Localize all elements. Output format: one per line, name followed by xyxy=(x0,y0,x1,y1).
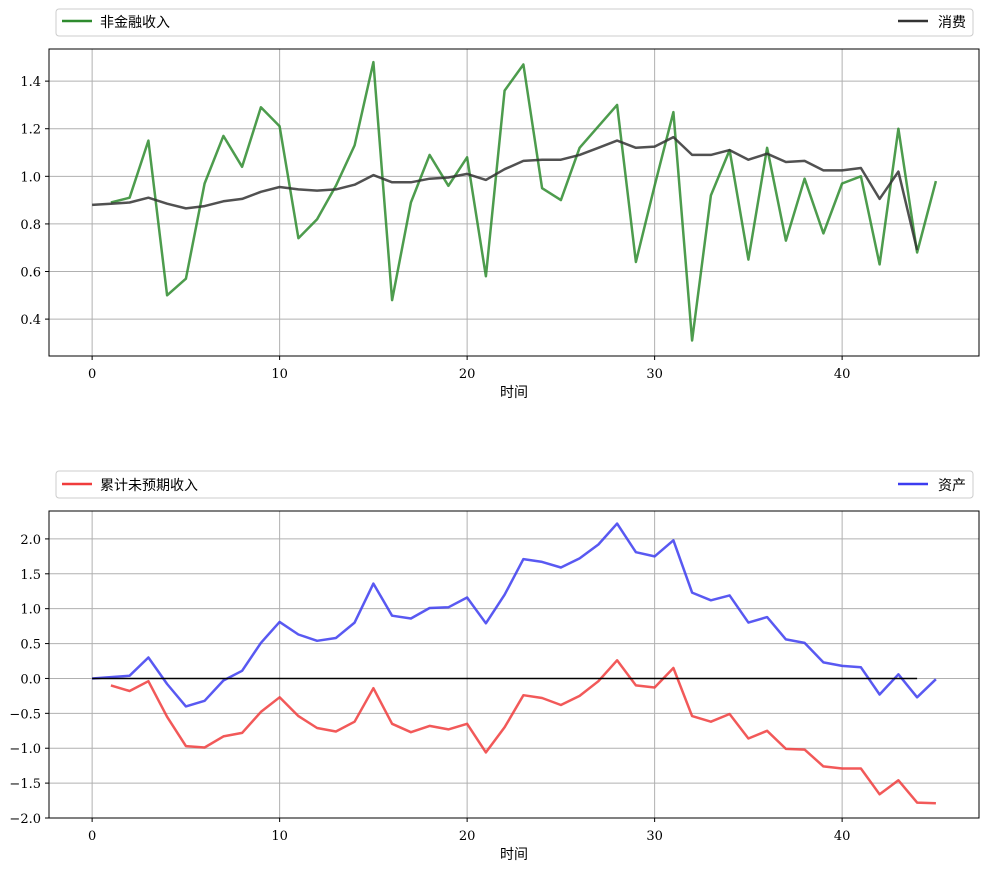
bottom-ytick-label: −1.5 xyxy=(9,777,41,792)
top-ytick-label: 1.2 xyxy=(20,123,41,138)
bottom-xlabel: 时间 xyxy=(500,847,528,863)
bottom-series-line-1 xyxy=(92,522,937,708)
top-xtick-label: 40 xyxy=(834,367,851,382)
bottom-ytick-label: 1.0 xyxy=(20,603,41,618)
bottom-subplot: 0 10 20 30 40 −2.0 −1.5 −1.0 −0.5 0.0 0.5 1.0 1.5 2.0… xyxy=(9,470,980,863)
bottom-xtick-label: 30 xyxy=(646,829,663,844)
bottom-ytick-label: 1.5 xyxy=(20,568,41,583)
top-ticks: 0 10 20 30 40 0.4 0.6 0.8 1.0 1.2 1.4 xyxy=(20,75,850,382)
top-legend-label-left: 非金融收入 xyxy=(100,15,170,31)
bottom-series-line-0 xyxy=(110,659,936,805)
top-xtick-label: 10 xyxy=(271,367,288,382)
top-subplot: 0 10 20 30 40 0.4 0.6 0.8 1.0 1.2 1.4 时间 非金融收入 消费 xyxy=(20,8,980,401)
top-xlabel: 时间 xyxy=(500,385,528,401)
bottom-axes-frame xyxy=(48,510,980,819)
top-ytick-label: 0.4 xyxy=(20,313,41,328)
top-series-line-0 xyxy=(110,60,938,342)
bottom-legend-label-right: 资产 xyxy=(938,478,966,494)
bottom-series-lines xyxy=(92,522,937,805)
top-legend-label-right: 消费 xyxy=(938,15,966,31)
bottom-xtick-label: 20 xyxy=(459,829,476,844)
bottom-ytick-label: 2.0 xyxy=(20,533,41,548)
bottom-ytick-label: −2.0 xyxy=(9,812,41,827)
top-ytick-label: 1.4 xyxy=(20,75,41,90)
bottom-xtick-label: 0 xyxy=(88,829,96,844)
top-ytick-label: 0.8 xyxy=(20,218,41,233)
top-series-line-1 xyxy=(92,135,919,251)
bottom-ticks: 0 10 20 30 40 −2.0 −1.5 −1.0 −0.5 0.0 0.5 1.0 1.5 2.0 xyxy=(9,533,850,844)
top-axes-frame xyxy=(48,48,980,357)
bottom-legend: 累计未预期收入 资产 xyxy=(55,470,974,499)
top-legend: 非金融收入 消费 xyxy=(55,8,974,37)
top-legend-frame xyxy=(55,8,974,37)
top-xtick-label: 0 xyxy=(88,367,96,382)
top-xtick-label: 30 xyxy=(646,367,663,382)
bottom-ytick-label: −1.0 xyxy=(9,742,41,757)
bottom-ytick-label: 0.0 xyxy=(20,672,41,687)
top-series-lines xyxy=(92,60,938,342)
bottom-legend-frame xyxy=(55,470,974,499)
top-ytick-label: 0.6 xyxy=(20,266,41,281)
top-grid xyxy=(49,49,979,356)
bottom-ytick-label: 0.5 xyxy=(20,638,41,653)
bottom-xtick-label: 40 xyxy=(834,829,851,844)
top-xtick-label: 20 xyxy=(459,367,476,382)
top-ytick-label: 1.0 xyxy=(20,170,41,185)
bottom-legend-label-left: 累计未预期收入 xyxy=(100,478,198,494)
bottom-ytick-label: −0.5 xyxy=(9,707,41,722)
bottom-xtick-label: 10 xyxy=(271,829,288,844)
